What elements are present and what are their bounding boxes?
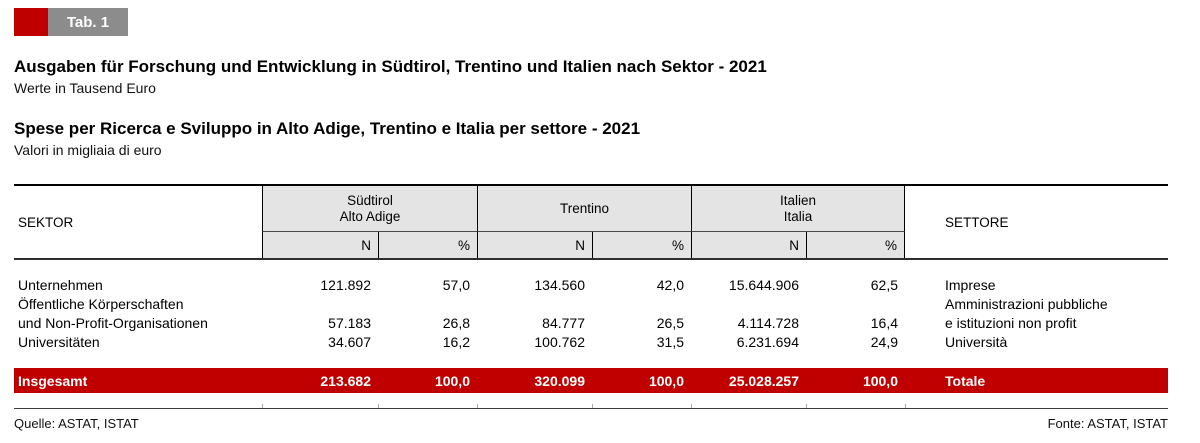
cell-trentino-n: 100.762: [534, 334, 585, 350]
title-german: Ausgaben für Forschung und Entwicklung i…: [14, 57, 767, 76]
label-line: e istituzioni non profit: [945, 315, 1077, 331]
table-row-oeffentliche: Öffentliche Körperschaften und Non-Profi…: [14, 295, 1168, 333]
total-suedtirol-n: 213.682: [320, 372, 371, 389]
column-tick: [691, 404, 692, 408]
row-label-de: Öffentliche Körperschaften und Non-Profi…: [14, 295, 262, 333]
table-row-universitaeten: Universitäten 34.607 16,2 100.762 31,5 6…: [14, 333, 1168, 352]
column-tick: [905, 404, 906, 408]
label-line: Unternehmen: [18, 277, 103, 293]
subheader-n: N: [691, 232, 806, 258]
tab-badge-label: Tab. 1: [48, 8, 128, 36]
subheader-n: N: [262, 232, 378, 258]
red-square-icon: [14, 8, 48, 36]
subheader-pct: %: [806, 232, 905, 258]
table-total-row: Insgesamt 213.682 100,0 320.099 100,0 25…: [14, 368, 1168, 393]
row-label-de: Unternehmen: [14, 276, 262, 295]
subtitle-german: Werte in Tausend Euro: [14, 80, 156, 96]
group-label-line1: Italien: [779, 192, 817, 208]
group-label-line1: Trentino: [559, 200, 610, 216]
cell-suedtirol-n: 34.607: [328, 334, 371, 350]
subheader-pct: %: [378, 232, 477, 258]
cell-italien-n: 15.644.906: [728, 277, 799, 293]
subheader-n: N: [477, 232, 592, 258]
total-trentino-n: 320.099: [534, 372, 585, 389]
tab-badge: Tab. 1: [14, 8, 1168, 36]
cell-suedtirol-n: 121.892: [320, 277, 371, 293]
label-line: Universitäten: [18, 334, 100, 350]
label-line: Amministrazioni pubbliche: [945, 296, 1108, 312]
header-sektor: SEKTOR: [14, 186, 262, 258]
header-group-trentino: Trentino: [477, 186, 691, 232]
cell-suedtirol-n: 57.183: [328, 315, 371, 331]
total-italien-pct: 100,0: [862, 372, 898, 389]
row-label-it: Imprese: [905, 276, 1168, 295]
label-line: und Non-Profit-Organisationen: [18, 315, 208, 331]
cell-trentino-n: 84.777: [542, 315, 585, 331]
cell-trentino-n: 134.560: [534, 277, 585, 293]
cell-italien-pct: 24,9: [870, 334, 898, 350]
cell-trentino-pct: 42,0: [656, 277, 684, 293]
total-label-de: Insgesamt: [18, 372, 88, 389]
label-line: Imprese: [945, 277, 996, 293]
table-row-unternehmen: Unternehmen 121.892 57,0 134.560 42,0 15…: [14, 276, 1168, 295]
column-tick: [477, 404, 478, 408]
cell-italien-n: 4.114.728: [737, 315, 799, 331]
total-suedtirol-pct: 100,0: [434, 372, 470, 389]
group-label-line2: Italia: [783, 208, 813, 224]
cell-italien-pct: 62,5: [870, 277, 898, 293]
row-label-it: Università: [905, 333, 1168, 352]
cell-italien-pct: 16,4: [870, 315, 898, 331]
row-label-de: Universitäten: [14, 333, 262, 352]
column-tick: [806, 404, 807, 408]
total-trentino-pct: 100,0: [648, 372, 684, 389]
header-group-suedtirol: Südtirol Alto Adige: [262, 186, 477, 232]
total-label-it: Totale: [945, 372, 986, 389]
column-tick: [592, 404, 593, 408]
group-label-line2: Alto Adige: [339, 208, 401, 224]
total-italien-n: 25.028.257: [728, 372, 799, 389]
subtitle-italian: Valori in migliaia di euro: [14, 142, 162, 158]
label-line: Öffentliche Körperschaften: [18, 296, 184, 312]
header-settore: SETTORE: [905, 186, 1168, 258]
group-label-line1: Südtirol: [347, 192, 393, 208]
header-group-italien: Italien Italia: [691, 186, 905, 232]
source-german: Quelle: ASTAT, ISTAT: [14, 416, 139, 431]
cell-trentino-pct: 26,5: [656, 315, 684, 331]
column-tick: [378, 404, 379, 408]
column-tick: [262, 404, 263, 408]
title-italian: Spese per Ricerca e Sviluppo in Alto Adi…: [14, 119, 641, 138]
source-italian: Fonte: ASTAT, ISTAT: [1047, 416, 1168, 431]
cell-trentino-pct: 31,5: [656, 334, 684, 350]
cell-italien-n: 6.231.694: [736, 334, 799, 350]
label-line: Università: [945, 334, 1008, 350]
row-label-it: Amministrazioni pubbliche e istituzioni …: [905, 295, 1168, 333]
cell-suedtirol-pct: 57,0: [442, 277, 470, 293]
table-body: Unternehmen 121.892 57,0 134.560 42,0 15…: [14, 260, 1168, 368]
source-footer: Quelle: ASTAT, ISTAT Fonte: ASTAT, ISTAT: [14, 416, 1168, 431]
cell-suedtirol-pct: 16,2: [442, 334, 470, 350]
cell-suedtirol-pct: 26,8: [442, 315, 470, 331]
subheader-pct: %: [592, 232, 691, 258]
data-table: SEKTOR Südtirol Alto Adige Trentino Ital…: [14, 184, 1168, 409]
table-header: SEKTOR Südtirol Alto Adige Trentino Ital…: [14, 184, 1168, 260]
table-bottom-rule: [14, 404, 1168, 409]
